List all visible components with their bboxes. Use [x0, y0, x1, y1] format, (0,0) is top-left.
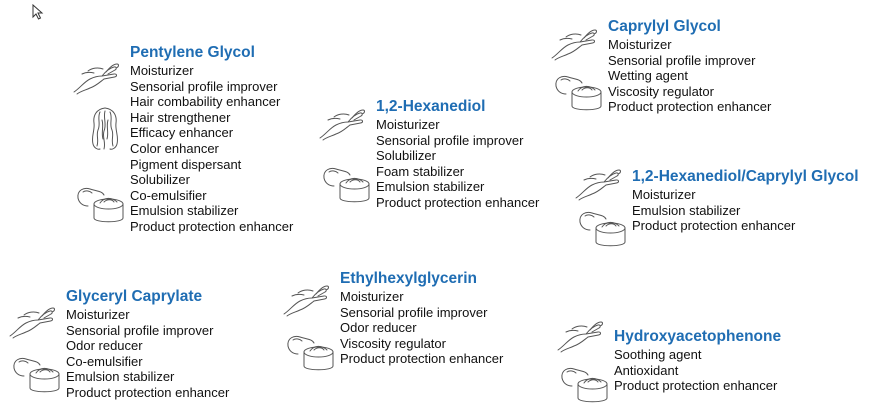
ingredient-title: Glyceryl Caprylate [66, 288, 203, 305]
benefit-item: Soothing agent [614, 347, 702, 362]
cream-jar-icon [552, 72, 604, 116]
benefit-list: Moisturizer Sensorial profile improver W… [608, 37, 771, 115]
benefit-item: Moisturizer [340, 289, 404, 304]
benefit-item: Product protection enhancer [608, 99, 772, 115]
hand-icon [282, 284, 332, 318]
hand-icon [8, 306, 58, 340]
benefit-item: Product protection enhancer [614, 378, 778, 394]
cream-jar-icon [320, 164, 372, 208]
benefit-item: Hair combability enhancer [130, 94, 281, 110]
benefit-item: Color enhancer [130, 140, 219, 156]
hand-icon [318, 108, 368, 142]
benefit-item: Moisturizer [608, 37, 672, 52]
benefit-item: Co-emulsifier [66, 353, 143, 369]
benefit-item: Efficacy enhancer [130, 125, 234, 141]
benefit-item: Sensorial profile improver [376, 132, 524, 148]
benefit-item: Sensorial profile improver [66, 322, 214, 338]
benefit-item: Odor reducer [66, 338, 143, 354]
hand-icon [556, 320, 606, 354]
benefit-list: Moisturizer Sensorial profile improver O… [66, 307, 229, 401]
benefit-item: Pigment dispersant [130, 156, 242, 172]
cursor-icon [32, 4, 44, 20]
benefit-item: Viscosity regulator [340, 335, 446, 351]
benefit-item: Product protection enhancer [632, 218, 796, 234]
benefit-list: Moisturizer Sensorial profile improver S… [376, 117, 539, 211]
benefit-item: Odor reducer [340, 320, 417, 336]
benefit-item: Antioxidant [614, 362, 679, 378]
benefit-item: Emulsion stabilizer [130, 203, 239, 219]
benefit-item: Hair strengthener [130, 109, 231, 125]
ingredient-title: Hydroxyacetophenone [614, 328, 782, 345]
benefit-item: Emulsion stabilizer [632, 202, 741, 218]
benefit-item: Product protection enhancer [130, 218, 294, 234]
benefit-item: Product protection enhancer [66, 384, 230, 400]
benefit-item: Wetting agent [608, 68, 688, 84]
benefit-item: Foam stabilizer [376, 163, 465, 179]
benefit-item: Moisturizer [66, 307, 130, 322]
ingredient-title: Pentylene Glycol [130, 44, 255, 61]
benefit-item: Solubilizer [376, 148, 436, 164]
benefit-item: Sensorial profile improver [340, 304, 488, 320]
hand-icon [550, 28, 600, 62]
ingredient-title: Ethylhexylglycerin [340, 270, 477, 287]
benefit-item: Emulsion stabilizer [66, 369, 175, 385]
hand-icon [72, 62, 122, 96]
cream-jar-icon [284, 332, 336, 376]
benefit-item: Moisturizer [632, 187, 696, 202]
hand-icon [574, 168, 624, 202]
benefit-item: Sensorial profile improver [130, 78, 278, 94]
benefit-item: Emulsion stabilizer [376, 179, 485, 195]
benefit-item: Solubilizer [130, 172, 190, 188]
benefit-item: Co-emulsifier [130, 187, 207, 203]
cream-jar-icon [10, 354, 62, 398]
benefit-list: Moisturizer Emulsion stabilizer Product … [632, 187, 795, 234]
benefit-item: Product protection enhancer [340, 351, 504, 367]
benefit-item: Viscosity regulator [608, 83, 714, 99]
benefit-item: Sensorial profile improver [608, 52, 756, 68]
benefit-item: Product protection enhancer [376, 194, 540, 210]
benefit-item: Moisturizer [376, 117, 440, 132]
benefit-list: Soothing agent Antioxidant Product prote… [614, 347, 777, 394]
cream-jar-icon [576, 208, 628, 252]
cream-jar-icon [558, 364, 610, 408]
hair-icon [88, 106, 122, 152]
cream-jar-icon [74, 184, 126, 228]
ingredient-title: 1,2-Hexanediol/Caprylyl Glycol [632, 168, 859, 185]
benefit-list: Moisturizer Sensorial profile improver O… [340, 289, 503, 367]
ingredient-title: Caprylyl Glycol [608, 18, 721, 35]
benefit-list: Moisturizer Sensorial profile improver H… [130, 63, 293, 235]
ingredient-title: 1,2-Hexanediol [376, 98, 486, 115]
benefit-item: Moisturizer [130, 63, 194, 78]
